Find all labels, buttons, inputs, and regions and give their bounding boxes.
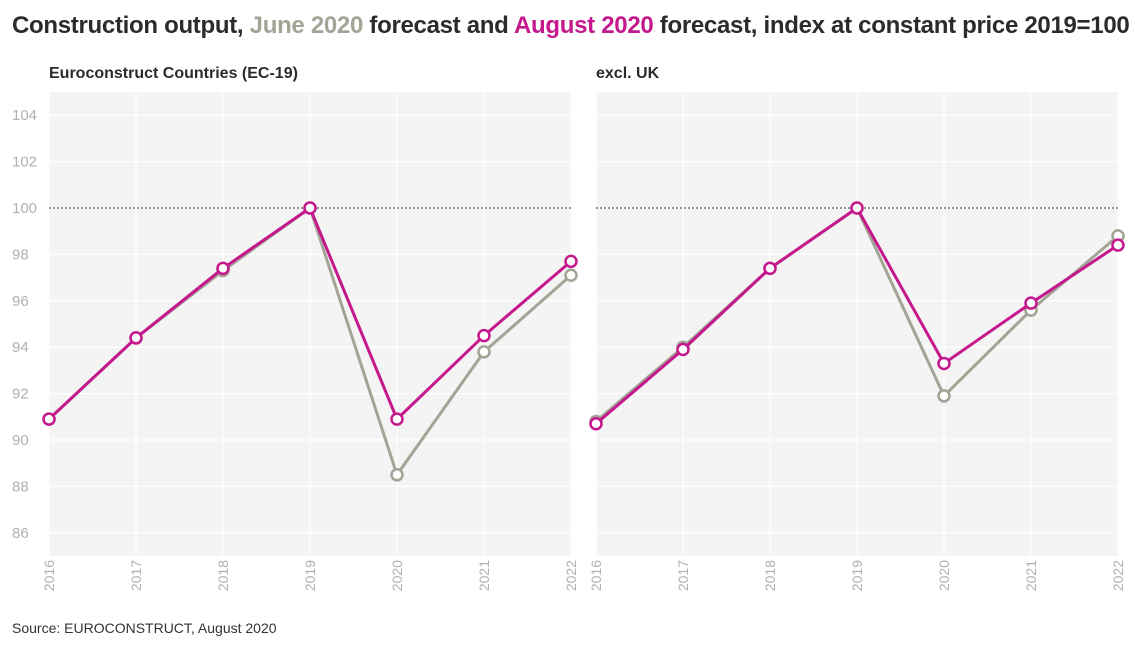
data-point xyxy=(676,342,690,357)
data-point xyxy=(564,254,578,269)
x-tick-label: 2020 xyxy=(389,560,405,591)
y-tick-label: 86 xyxy=(12,525,29,542)
series-august-2020 xyxy=(589,201,1125,431)
source-note: Source: EUROCONSTRUCT, August 2020 xyxy=(12,620,277,636)
y-tick-label: 98 xyxy=(12,246,29,263)
data-point xyxy=(763,261,777,276)
y-tick-label: 88 xyxy=(12,478,29,495)
x-tick-label: 2016 xyxy=(588,560,604,591)
data-point xyxy=(390,412,404,426)
x-tick-label: 2017 xyxy=(675,560,691,591)
chart-panel-2: excl. UK 2016 2017 2018 2019 2020 2021 2022 xyxy=(588,65,1126,591)
title-prefix: Construction output, xyxy=(12,12,250,39)
data-point xyxy=(390,468,404,482)
panel-title: excl. UK xyxy=(596,65,660,82)
data-point xyxy=(42,412,56,426)
data-point xyxy=(477,345,491,359)
y-tick-label: 102 xyxy=(12,154,37,171)
x-tick-label: 2019 xyxy=(302,560,318,591)
data-point xyxy=(850,201,864,215)
data-point xyxy=(937,356,951,371)
data-point xyxy=(1111,238,1125,252)
x-tick-label: 2022 xyxy=(563,560,579,591)
x-tick-label: 2018 xyxy=(215,560,231,591)
y-tick-label: 100 xyxy=(12,200,37,217)
y-tick-label: 92 xyxy=(12,386,29,403)
data-point xyxy=(129,331,143,345)
data-point xyxy=(937,389,951,403)
x-tick-label: 2016 xyxy=(41,560,57,591)
x-tick-label: 2020 xyxy=(936,560,952,591)
y-tick-label: 104 xyxy=(12,107,37,124)
title-august-label: August 2020 xyxy=(514,12,654,39)
y-tick-label: 90 xyxy=(12,432,29,449)
data-point xyxy=(303,201,317,215)
panel-title: Euroconstruct Countries (EC-19) xyxy=(49,65,298,82)
x-tick-label: 2017 xyxy=(128,560,144,591)
x-tick-label: 2018 xyxy=(762,560,778,591)
title-mid: forecast and xyxy=(363,12,514,39)
y-tick-label: 96 xyxy=(12,293,29,310)
data-point xyxy=(477,328,491,343)
chart-title: Construction output, June 2020 forecast … xyxy=(12,12,1130,40)
series-august-2020 xyxy=(42,201,578,426)
x-tick-label: 2019 xyxy=(849,560,865,591)
title-june-label: June 2020 xyxy=(249,12,364,39)
x-tick-label: 2022 xyxy=(1110,560,1126,591)
title-suffix: forecast, index at constant price 2019=1… xyxy=(653,12,1130,39)
data-point xyxy=(589,417,603,431)
data-point xyxy=(216,261,230,276)
data-point xyxy=(564,268,578,283)
x-tick-label: 2021 xyxy=(476,560,492,591)
y-tick-label: 94 xyxy=(12,339,29,356)
x-tick-label: 2021 xyxy=(1023,560,1039,591)
data-point xyxy=(1024,296,1038,310)
chart-panel-1: Euroconstruct Countries (EC-19) 86 88 90 92 9… xyxy=(12,65,579,591)
